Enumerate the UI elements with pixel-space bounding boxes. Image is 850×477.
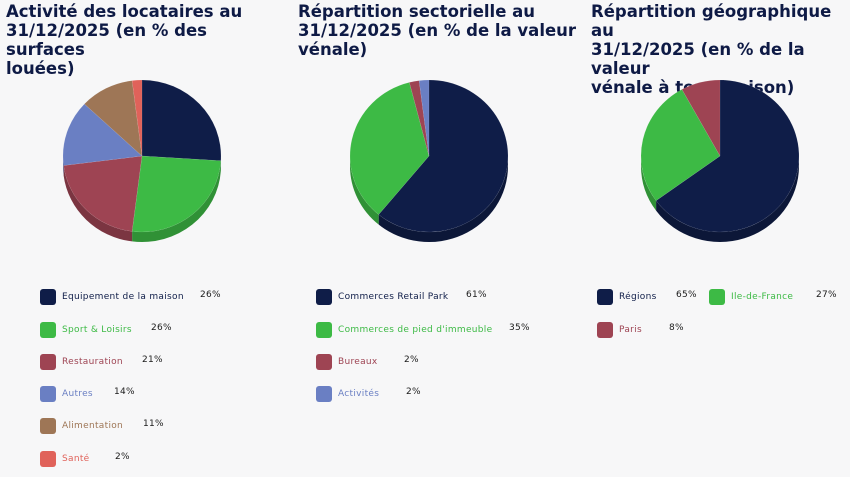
- legend-label: Restauration: [62, 357, 123, 367]
- pie-slice: [378, 80, 509, 233]
- pie-slice-side: [63, 156, 64, 176]
- legend-label: Régions: [619, 292, 657, 302]
- legend-value: 65%: [676, 290, 697, 300]
- legend-item: Commerces Retail Park 61%: [316, 287, 487, 307]
- pie-slice-side: [641, 156, 657, 211]
- legend-swatch: [709, 289, 725, 305]
- pie-slice: [681, 80, 721, 157]
- legend-item: Sport & Loisirs 26%: [40, 320, 172, 340]
- legend-value: 14%: [114, 387, 135, 397]
- legend-item: Régions 65%: [597, 287, 697, 307]
- legend-label: Paris: [619, 325, 642, 335]
- chart-title: Répartition sectorielle au 31/12/2025 (e…: [298, 2, 577, 59]
- pie-slice: [63, 155, 143, 232]
- legend-value: 2%: [404, 355, 419, 365]
- legend-label: Ile-de-France: [731, 292, 794, 302]
- legend-value: 27%: [816, 290, 837, 300]
- pie-slice-side: [350, 156, 379, 225]
- legend-label: Santé: [62, 454, 90, 464]
- pie-slice: [409, 80, 430, 157]
- chart-panel-sector-split: Répartition sectorielle au 31/12/2025 (e…: [298, 0, 578, 477]
- legend-value: 2%: [115, 452, 130, 462]
- legend-label: Bureaux: [338, 357, 378, 367]
- legend-value: 35%: [509, 323, 530, 333]
- pie-slice: [131, 155, 222, 233]
- legend-item: Alimentation 11%: [40, 416, 164, 436]
- legend-value: 26%: [200, 290, 221, 300]
- legend-swatch: [40, 418, 56, 434]
- legend-label: Alimentation: [62, 421, 124, 431]
- legend-value: 2%: [406, 387, 421, 397]
- legend-swatch: [40, 451, 56, 467]
- pie-slice: [418, 80, 430, 157]
- pie-slice: [349, 82, 430, 215]
- legend-swatch: [316, 289, 332, 305]
- legend-item: Santé 2%: [40, 449, 130, 469]
- chart-title: Activité des locataires au 31/12/2025 (e…: [6, 2, 243, 78]
- legend-label: Autres: [62, 389, 93, 399]
- pie-slice: [62, 103, 143, 166]
- pie-slice: [141, 80, 222, 162]
- legend-item: Equipement de la maison 26%: [40, 287, 221, 307]
- legend-value: 21%: [142, 355, 163, 365]
- legend-value: 8%: [669, 323, 684, 333]
- legend-value: 11%: [143, 419, 164, 429]
- legend-label: Commerces Retail Park: [338, 292, 449, 302]
- pie-chart: [640, 80, 800, 242]
- pie-slice-side: [378, 156, 508, 243]
- legend-swatch: [40, 322, 56, 338]
- chart-panel-tenant-activity: Activité des locataires au 31/12/2025 (e…: [6, 0, 286, 477]
- legend-item: Bureaux 2%: [316, 352, 419, 372]
- pie-chart: [62, 80, 222, 242]
- legend-swatch: [597, 289, 613, 305]
- pie-slice-side: [656, 156, 799, 242]
- pie-slice: [131, 80, 143, 157]
- legend-swatch: [316, 354, 332, 370]
- legend-label: Equipement de la maison: [62, 292, 184, 302]
- legend-value: 26%: [151, 323, 172, 333]
- legend-item: Paris 8%: [597, 320, 684, 340]
- legend-item: Restauration 21%: [40, 352, 163, 372]
- pie-slice-side: [63, 165, 133, 242]
- pie-slice: [655, 80, 800, 233]
- legend-swatch: [40, 386, 56, 402]
- legend-swatch: [597, 322, 613, 338]
- legend-swatch: [40, 354, 56, 370]
- legend-value: 61%: [466, 290, 487, 300]
- legend-label: Commerces de pied d'immeuble: [338, 325, 493, 335]
- legend-item: Autres 14%: [40, 384, 135, 404]
- legend-item: Commerces de pied d'immeuble 35%: [316, 320, 530, 340]
- pie-chart: [349, 80, 509, 243]
- chart-panel-geographic-split: Répartition géographique au 31/12/2025 (…: [591, 0, 850, 477]
- legend-label: Activités: [338, 389, 380, 399]
- legend-item: Activités 2%: [316, 384, 421, 404]
- chart-title: Répartition géographique au 31/12/2025 (…: [591, 2, 832, 97]
- pie-slice: [640, 89, 721, 202]
- legend-label: Sport & Loisirs: [62, 325, 132, 335]
- legend-swatch: [40, 289, 56, 305]
- pie-slice-side: [132, 160, 221, 242]
- legend-swatch: [316, 386, 332, 402]
- pie-slice: [84, 80, 143, 157]
- legend-swatch: [316, 322, 332, 338]
- legend-item: Ile-de-France 27%: [709, 287, 837, 307]
